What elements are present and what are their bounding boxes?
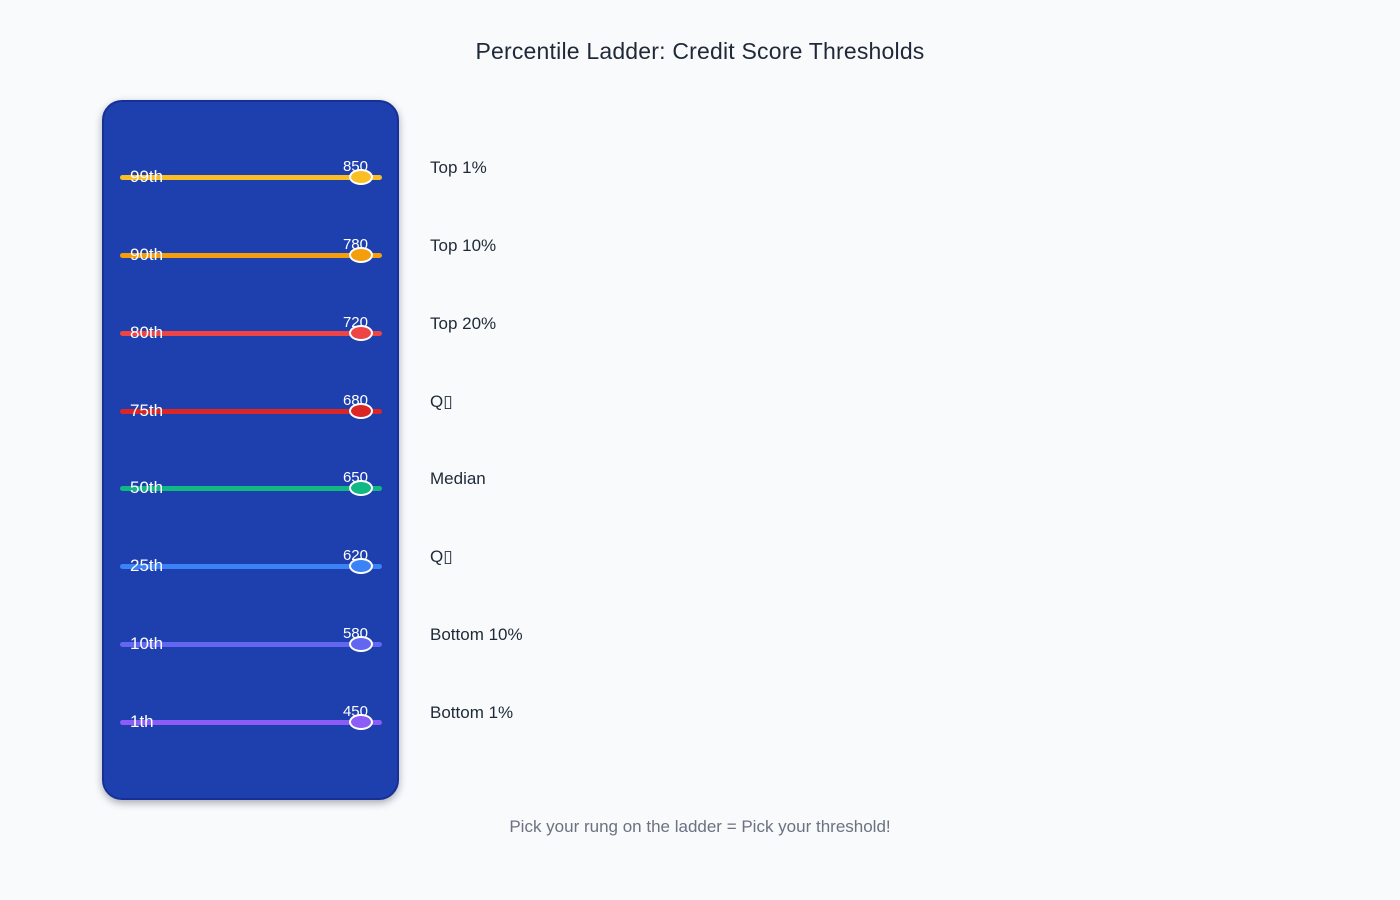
rung-line	[120, 330, 382, 336]
rung-dot[interactable]	[349, 403, 373, 419]
percentile-label: 99th	[130, 167, 164, 186]
ladder-rung[interactable]: 90th 780 Top 10%	[0, 225, 1400, 285]
threshold-label: Top 10%	[430, 236, 497, 255]
rung-line	[120, 252, 382, 258]
percentile-label: 80th	[130, 323, 164, 342]
ladder-rung[interactable]: 99th 850 Top 1%	[0, 147, 1400, 207]
ladder-rung[interactable]: 50th 650 Median	[0, 458, 1400, 518]
threshold-label: Median	[430, 469, 486, 488]
threshold-label: Top 20%	[430, 314, 497, 333]
rung-dot[interactable]	[349, 558, 373, 574]
rung-dot[interactable]	[349, 325, 373, 341]
rung-dot[interactable]	[349, 714, 373, 730]
footer-caption: Pick your rung on the ladder = Pick your…	[509, 817, 891, 836]
ladder-rung[interactable]: 75th 680 Q▯	[0, 381, 1400, 441]
threshold-label: Q▯	[430, 547, 453, 566]
percentile-label: 50th	[130, 478, 164, 497]
rung-line	[120, 174, 382, 180]
ladder-panel	[102, 100, 399, 800]
threshold-label: Top 1%	[430, 158, 487, 177]
page-title: Percentile Ladder: Credit Score Threshol…	[475, 38, 925, 64]
ladder-rung[interactable]: 25th 620 Q▯	[0, 536, 1400, 596]
percentile-label: 25th	[130, 556, 164, 575]
threshold-label: Q▯	[430, 392, 453, 411]
rung-dot[interactable]	[349, 636, 373, 652]
percentile-label: 90th	[130, 245, 164, 264]
rung-dot[interactable]	[349, 169, 373, 185]
percentile-label: 10th	[130, 634, 164, 653]
ladder-rung[interactable]: 80th 720 Top 20%	[0, 303, 1400, 363]
rung-dot[interactable]	[349, 247, 373, 263]
ladder-rung[interactable]: 10th 580 Bottom 10%	[0, 614, 1400, 674]
threshold-label: Bottom 10%	[430, 625, 523, 644]
rung-line	[120, 563, 382, 569]
rung-line	[120, 485, 382, 491]
rung-dot[interactable]	[349, 480, 373, 496]
rung-line	[120, 719, 382, 725]
threshold-label: Bottom 1%	[430, 703, 514, 722]
rung-line	[120, 641, 382, 647]
ladder-rung[interactable]: 1th 450 Bottom 1%	[0, 692, 1400, 752]
percentile-label: 75th	[130, 401, 164, 420]
rung-line	[120, 408, 382, 414]
percentile-label: 1th	[130, 712, 154, 731]
